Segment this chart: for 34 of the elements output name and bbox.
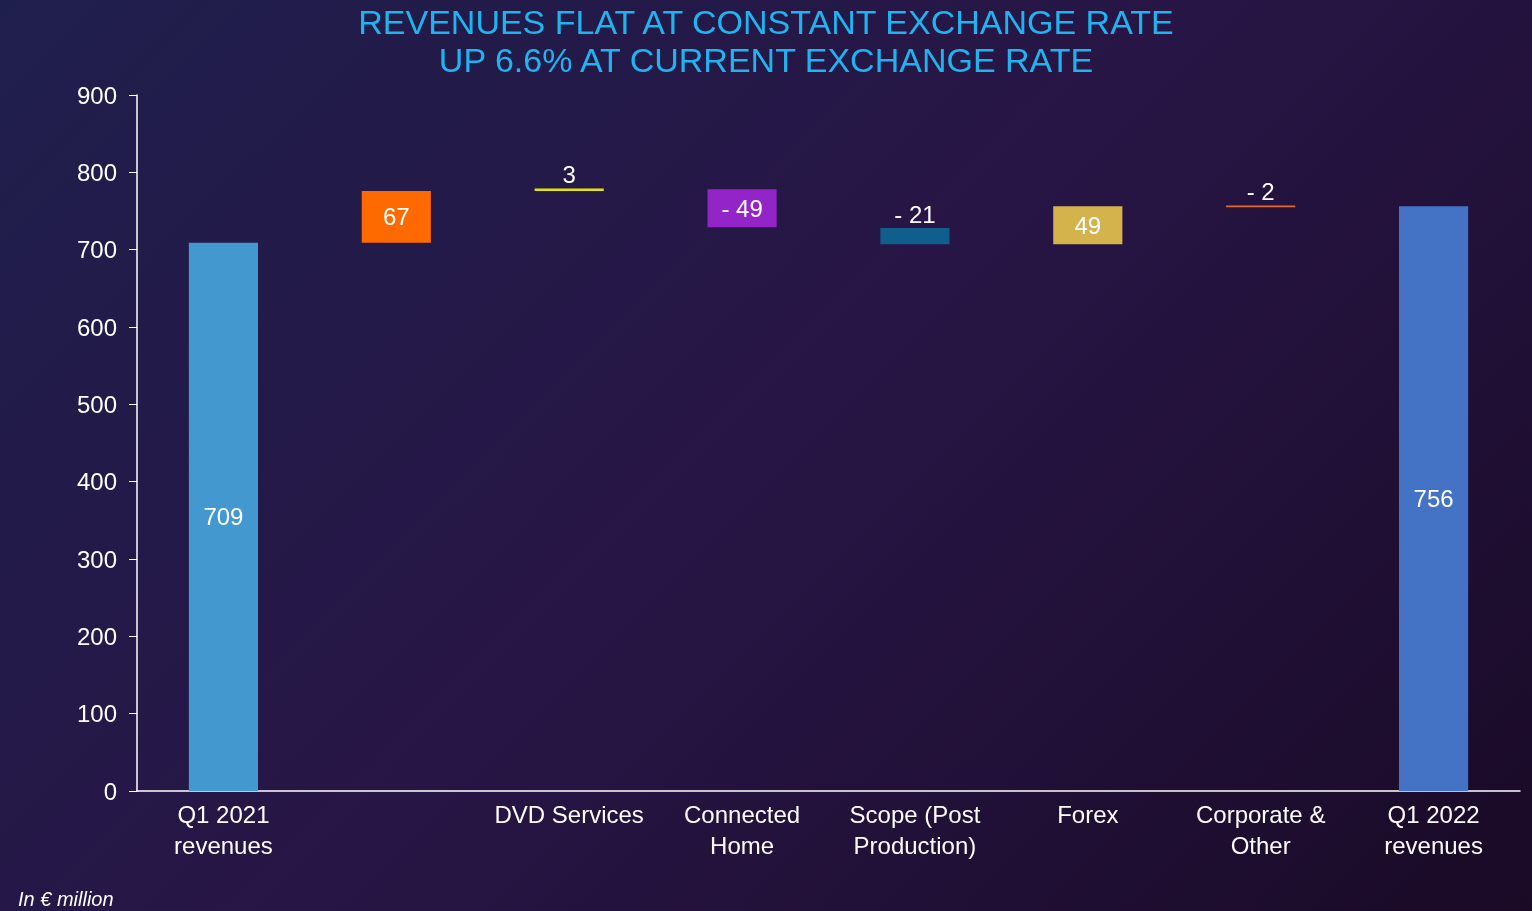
text: In € million [18, 888, 114, 910]
bar [1053, 206, 1123, 245]
chart-subtitle: UP 6.6% AT CURRENT EXCHANGE RATE [438, 41, 1094, 79]
data-label: - 21 [894, 200, 936, 228]
bar [361, 190, 431, 243]
x-tick-label: Scope (Post Production) [849, 801, 981, 859]
data-label: 67 [382, 203, 410, 231]
y-tick-label: 400 [76, 468, 117, 496]
bar [1398, 206, 1469, 791]
y-tick-label: 700 [76, 236, 117, 264]
data-label: - 49 [721, 194, 763, 222]
y-tick-label: 300 [76, 545, 117, 573]
y-tick-label: 100 [76, 700, 117, 728]
y-tick-label: 0 [103, 777, 117, 805]
data-label: - 2 [1246, 178, 1275, 206]
x-tick-label: DVD Services [494, 801, 644, 828]
data-label: 709 [203, 503, 244, 531]
y-tick-label: 900 [76, 81, 117, 109]
x-tick-label: Forex [1057, 801, 1119, 828]
x-tick-label: Q1 2022 revenues [1384, 801, 1483, 859]
x-tick-label: Q1 2021 revenues [174, 801, 273, 859]
x-tick-label: Connected Home [684, 801, 801, 859]
data-label: 3 [562, 161, 576, 189]
bar [188, 242, 259, 791]
data-label: 756 [1413, 485, 1454, 513]
y-tick-label: 500 [76, 390, 117, 418]
y-tick-label: 200 [76, 622, 117, 650]
chart-title: REVENUES FLAT AT CONSTANT EXCHANGE RATE [358, 3, 1174, 41]
y-tick-label: 800 [76, 158, 117, 186]
y-tick-label: 600 [76, 313, 117, 341]
bar [880, 228, 950, 245]
bar [707, 189, 777, 228]
x-tick-label: Corporate & Other [1195, 801, 1326, 859]
data-label: 49 [1074, 211, 1102, 239]
